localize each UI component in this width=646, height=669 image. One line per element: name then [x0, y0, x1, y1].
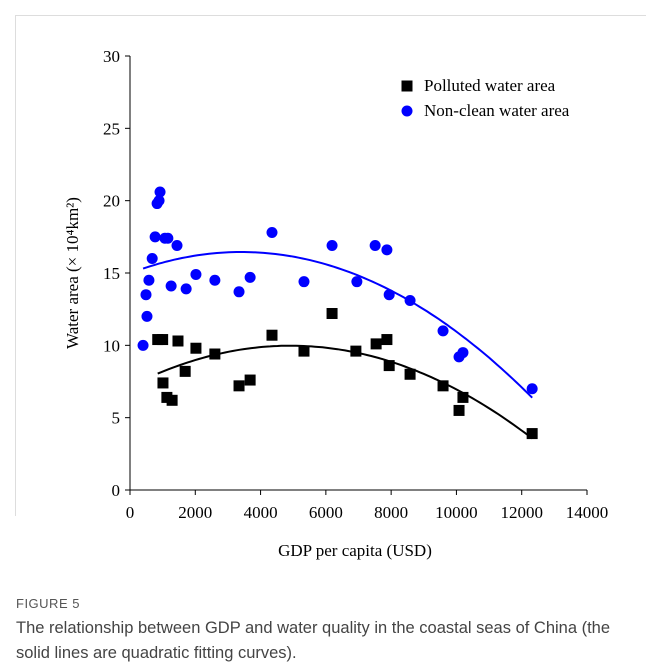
data-point	[233, 380, 245, 392]
data-point	[457, 391, 469, 403]
x-tick-label: 14000	[566, 503, 609, 522]
data-point	[457, 347, 469, 359]
data-point	[209, 348, 221, 360]
data-point	[162, 232, 174, 244]
data-point	[141, 310, 153, 322]
chart: GDP per capita (USD) Water area (× 10⁴km…	[63, 47, 609, 560]
data-point	[298, 276, 310, 288]
y-tick-label: 30	[103, 47, 120, 66]
x-tick-label: 2000	[178, 503, 212, 522]
data-point	[244, 374, 256, 386]
data-point	[166, 394, 178, 406]
legend-label: Polluted water area	[424, 76, 556, 95]
y-tick-label: 15	[103, 264, 120, 283]
x-tick-label: 6000	[309, 503, 343, 522]
data-point	[404, 294, 416, 306]
y-tick-label: 20	[103, 192, 120, 211]
fit-curve	[157, 344, 533, 440]
data-point	[149, 231, 161, 243]
data-point	[266, 329, 278, 341]
data-point	[370, 338, 382, 350]
data-point	[171, 240, 183, 252]
data-point	[401, 105, 413, 117]
y-tick-label: 0	[112, 481, 121, 500]
data-point	[165, 280, 177, 292]
data-point	[381, 334, 393, 346]
data-point	[157, 334, 169, 346]
data-point	[401, 80, 413, 92]
data-point	[154, 186, 166, 198]
data-point	[190, 342, 202, 354]
data-point	[453, 404, 465, 416]
figure-frame	[15, 15, 646, 516]
fit-curve	[142, 251, 533, 399]
data-point	[140, 289, 152, 301]
data-point	[146, 253, 158, 265]
data-point	[404, 368, 416, 380]
data-point	[172, 335, 184, 347]
data-point	[326, 308, 338, 320]
x-axis-label: GDP per capita (USD)	[278, 541, 432, 560]
data-point	[153, 195, 165, 207]
data-point	[233, 286, 245, 298]
data-point	[209, 274, 221, 286]
y-tick-label: 25	[103, 119, 120, 138]
y-tick-label: 5	[112, 409, 121, 428]
data-point	[369, 240, 381, 252]
data-point	[350, 345, 362, 357]
data-point	[179, 365, 191, 377]
data-point	[143, 274, 155, 286]
data-point	[298, 345, 310, 357]
y-tick-label: 10	[103, 336, 120, 355]
data-point	[381, 244, 393, 256]
data-point	[351, 276, 363, 288]
x-tick-label: 0	[126, 503, 135, 522]
data-point	[190, 268, 202, 280]
x-tick-label: 12000	[500, 503, 543, 522]
data-point	[244, 271, 256, 283]
data-point	[526, 383, 538, 395]
figure-label: FIGURE 5	[16, 596, 80, 611]
y-axis-label: Water area (× 10⁴km²)	[63, 197, 82, 349]
figure-caption: The relationship between GDP and water q…	[16, 619, 611, 662]
data-point	[526, 428, 538, 440]
data-point	[437, 380, 449, 392]
x-tick-label: 4000	[244, 503, 278, 522]
data-point	[326, 240, 338, 252]
x-tick-label: 8000	[374, 503, 408, 522]
x-tick-label: 10000	[435, 503, 478, 522]
legend-label: Non-clean water area	[424, 101, 570, 120]
data-point	[180, 283, 192, 295]
data-point	[157, 377, 169, 389]
data-point	[137, 339, 149, 351]
data-point	[266, 226, 278, 238]
data-point	[437, 325, 449, 337]
data-point	[383, 360, 395, 372]
data-point	[383, 289, 395, 301]
